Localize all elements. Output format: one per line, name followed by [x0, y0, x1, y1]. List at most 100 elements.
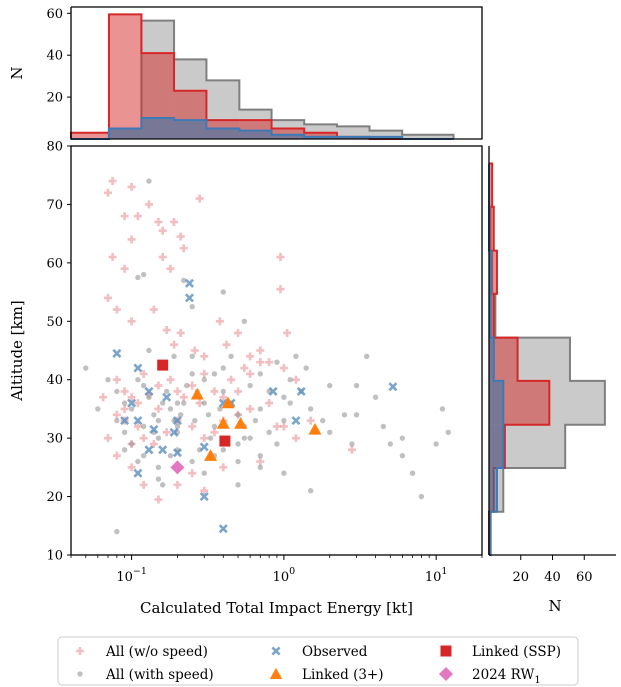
plus-marker: [112, 375, 121, 384]
x-marker: [268, 386, 278, 396]
top-hist-bar: [369, 136, 403, 139]
top-hist-bar: [271, 128, 305, 139]
dot-marker: [257, 371, 263, 377]
dot-marker: [353, 412, 360, 418]
plus-marker: [149, 305, 158, 314]
dot-marker: [155, 464, 162, 471]
plus-marker: [139, 369, 148, 378]
plus-marker: [265, 358, 274, 367]
legend-item-rw1: 2024 RW1: [439, 667, 541, 686]
x-marker: [184, 278, 195, 288]
plus-marker: [210, 387, 219, 396]
x-marker: [133, 468, 143, 478]
dot-marker: [281, 394, 287, 400]
x-marker: [120, 416, 130, 426]
plus-marker: [179, 393, 188, 402]
right-hist-bar: [489, 206, 494, 251]
plus-marker: [246, 352, 255, 361]
top-hist-bar: [336, 126, 370, 139]
plus-marker: [162, 326, 171, 335]
plus-marker: [112, 410, 121, 419]
top-hist-outline: [71, 117, 454, 140]
right-hist-bar: [489, 250, 497, 294]
x-marker: [133, 363, 143, 373]
plus-marker: [246, 404, 255, 413]
square-marker: [440, 645, 452, 657]
dot-marker: [235, 482, 241, 488]
dot-marker: [174, 400, 181, 406]
dot-marker: [77, 671, 83, 677]
top-hist-y-label: N: [8, 66, 26, 79]
plus-marker: [120, 387, 129, 396]
dot-marker: [418, 493, 425, 500]
legend: All (w/o speed) All (with speed) Observed L…: [57, 636, 579, 686]
dot-marker: [167, 452, 174, 459]
dot-marker: [252, 417, 259, 424]
dot-marker: [409, 470, 416, 476]
plus-marker: [179, 244, 188, 253]
x-marker: [184, 293, 195, 303]
legend-label: All (with speed): [105, 667, 214, 683]
x-marker: [133, 416, 143, 426]
dot-marker: [274, 441, 280, 447]
plus-marker: [133, 422, 142, 431]
dot-marker: [293, 353, 299, 360]
x-marker: [388, 382, 398, 392]
plus-marker: [104, 188, 113, 197]
dot-marker: [241, 318, 248, 324]
plus-marker: [195, 194, 204, 203]
dot-marker: [281, 417, 287, 424]
y-tick-label: 20: [46, 490, 63, 505]
dot-marker: [155, 435, 162, 441]
x-tick-base: 10: [116, 570, 133, 585]
plus-marker: [279, 422, 288, 431]
dot-marker: [327, 382, 333, 389]
plus-marker: [215, 317, 224, 326]
x-tick-base: 10: [273, 570, 290, 585]
plus-marker: [265, 399, 274, 408]
triangle-marker: [221, 396, 235, 409]
plus-marker: [127, 317, 136, 326]
dot-marker: [128, 406, 135, 412]
legend-label-text: 2024 RW: [472, 667, 535, 683]
dot-marker: [159, 482, 166, 488]
dot-marker: [151, 412, 157, 418]
y-tick-label: 10: [46, 549, 63, 564]
plus-marker: [154, 404, 163, 413]
plus-marker: [127, 182, 136, 191]
triangle-marker: [269, 667, 283, 679]
top-y-tick-label: 20: [46, 91, 63, 106]
plus-marker: [256, 346, 265, 355]
dot-marker: [201, 377, 207, 383]
right-x-tick-label: 20: [512, 570, 529, 585]
plus-marker: [200, 369, 209, 378]
dot-marker: [327, 429, 333, 435]
legend-label: Linked (3+): [302, 667, 384, 683]
dot-marker: [287, 377, 293, 383]
dot-marker: [228, 353, 234, 360]
plus-marker: [173, 480, 182, 489]
top-y-tick-label: 40: [46, 49, 63, 64]
plus-marker: [200, 352, 209, 361]
x-marker: [199, 442, 209, 452]
x-marker: [127, 398, 137, 408]
plus-marker: [112, 305, 121, 314]
triangle-marker: [204, 449, 218, 461]
x-tick-exponent: 0: [289, 566, 295, 577]
plus-marker: [162, 428, 171, 437]
plus-marker: [158, 253, 167, 262]
plus-marker: [283, 328, 292, 337]
diamond-marker: [439, 667, 453, 681]
dot-marker: [387, 441, 394, 447]
legend-label-text: All (w/o speed): [105, 644, 208, 660]
top-hist-bar: [304, 136, 337, 139]
y-tick-label: 70: [46, 198, 63, 213]
x-marker: [296, 386, 306, 396]
plus-marker: [219, 393, 228, 402]
plus-marker: [240, 364, 249, 373]
x-marker: [218, 524, 228, 534]
x-tick-label: 10−1: [116, 566, 147, 585]
dot-marker: [201, 470, 207, 476]
right-hist-bar: [489, 337, 494, 381]
